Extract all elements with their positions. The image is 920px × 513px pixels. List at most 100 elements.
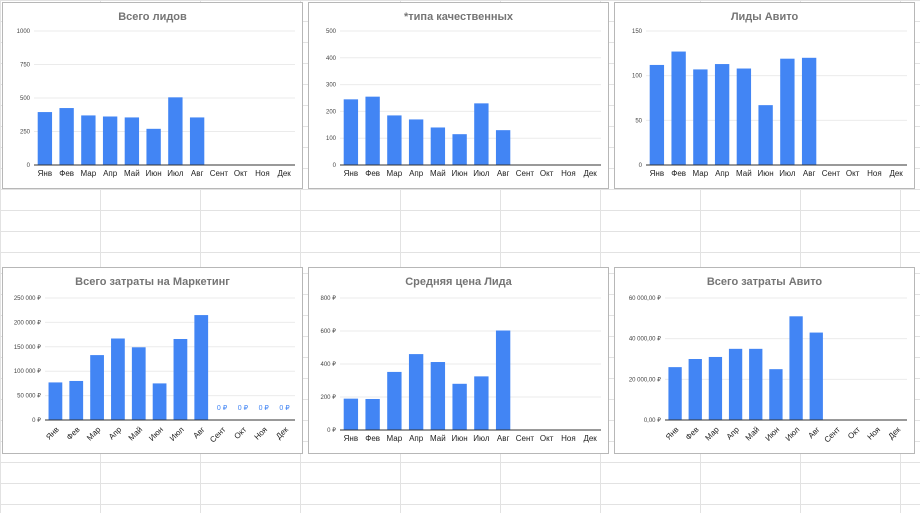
x-tick-label: Янв	[664, 425, 681, 442]
x-tick-label: Дек	[277, 169, 291, 178]
bar[interactable]	[801, 57, 817, 165]
x-tick-label: Окт	[846, 169, 860, 178]
y-tick-label: 250	[20, 130, 31, 136]
bar[interactable]	[90, 355, 104, 420]
bar[interactable]	[495, 330, 511, 430]
bar[interactable]	[59, 108, 74, 165]
y-tick-label: 400	[326, 56, 337, 62]
bar[interactable]	[671, 51, 686, 166]
x-tick-label: Фев	[684, 425, 701, 442]
bar[interactable]	[809, 332, 823, 420]
x-tick-label: Май	[430, 434, 446, 443]
bar[interactable]	[408, 119, 424, 165]
chart-plot: 0 100 200 300 400 500 Янв Фев Мар Апр Май Июн Июл Авг…	[326, 29, 601, 178]
bar[interactable]	[769, 369, 783, 420]
bar[interactable]	[152, 383, 167, 420]
x-tick-label: Май	[744, 425, 761, 442]
x-tick-label: Июл	[167, 169, 184, 178]
bar[interactable]	[131, 347, 146, 420]
y-tick-label: 800 ₽	[321, 296, 337, 302]
bar[interactable]	[365, 398, 380, 430]
bar[interactable]	[343, 99, 359, 165]
bar[interactable]	[668, 367, 682, 420]
bar[interactable]	[168, 97, 183, 165]
bar[interactable]	[693, 69, 708, 165]
bar[interactable]	[146, 128, 161, 165]
bar[interactable]	[430, 362, 446, 430]
x-tick-label: Мар	[387, 169, 403, 178]
bar[interactable]	[48, 382, 63, 420]
x-tick-label: Дек	[889, 169, 903, 178]
chart-plot: 0 ₽ 200 ₽ 400 ₽ 600 ₽ 800 ₽ Янв Фев Мар Апр Май Ию…	[321, 296, 601, 443]
bar[interactable]	[189, 117, 205, 165]
bar[interactable]	[452, 134, 467, 165]
bar[interactable]	[708, 356, 723, 420]
y-tick-label: 50	[635, 118, 642, 124]
x-tick-label: Авг	[191, 169, 204, 178]
bar[interactable]	[452, 383, 467, 430]
x-tick-label: Апр	[725, 425, 742, 442]
x-tick-label: Май	[124, 169, 140, 178]
bar[interactable]	[102, 116, 118, 165]
y-tick-label: 600 ₽	[321, 329, 337, 335]
bar[interactable]	[111, 338, 125, 420]
bar[interactable]	[387, 115, 402, 165]
bar[interactable]	[714, 64, 730, 165]
x-tick-label: Июл	[473, 434, 490, 443]
x-tick-label: Июн	[758, 169, 774, 178]
y-tick-label: 0,00 ₽	[644, 418, 661, 424]
bar[interactable]	[365, 96, 380, 165]
bar[interactable]	[474, 103, 489, 165]
bar[interactable]	[688, 359, 702, 420]
y-tick-label: 50 000 ₽	[17, 394, 41, 400]
x-tick-label: Апр	[409, 169, 424, 178]
y-tick-label: 100	[326, 136, 337, 142]
y-tick-label: 20 000,00 ₽	[629, 377, 661, 383]
bar[interactable]	[343, 398, 359, 430]
bar[interactable]	[81, 115, 96, 165]
bar[interactable]	[37, 112, 53, 165]
data-label: 0 ₽	[217, 405, 228, 412]
x-tick-label: Фев	[365, 434, 380, 443]
chart-title: Всего лидов	[118, 11, 187, 23]
y-tick-label: 0	[333, 163, 337, 169]
bar[interactable]	[758, 105, 773, 165]
chart-average-lead-price[interactable]: Средняя цена Лида 0 ₽ 200 ₽ 400 ₽ 600 ₽ 800 …	[308, 267, 609, 454]
x-tick-label: Дек	[583, 434, 597, 443]
bar[interactable]	[173, 338, 188, 420]
x-tick-label: Сент	[210, 169, 229, 178]
bar[interactable]	[124, 117, 140, 165]
x-tick-label: Сент	[516, 434, 535, 443]
y-tick-label: 150	[632, 29, 643, 35]
y-tick-label: 500	[20, 96, 31, 102]
bar[interactable]	[408, 354, 424, 430]
y-tick-label: 300	[326, 83, 337, 89]
bar[interactable]	[789, 316, 803, 420]
bar[interactable]	[474, 376, 489, 430]
bar[interactable]	[194, 315, 209, 420]
bar[interactable]	[69, 380, 84, 420]
bar[interactable]	[495, 130, 511, 165]
chart-quality-leads[interactable]: *типа качественных 0 100 200 300 400 500 Янв Фе…	[308, 2, 609, 189]
x-tick-label: Янв	[344, 169, 358, 178]
bar[interactable]	[749, 348, 763, 420]
bar[interactable]	[728, 348, 743, 420]
chart-avito-costs[interactable]: Всего затраты Авито 0,00 ₽ 20 000,00 ₽ 40 …	[614, 267, 915, 454]
x-tick-label: Июн	[452, 434, 468, 443]
bar[interactable]	[780, 58, 795, 166]
x-tick-label: Фев	[671, 169, 686, 178]
bar[interactable]	[430, 127, 446, 165]
chart-marketing-costs[interactable]: Всего затраты на Маркетинг 0 ₽ 50 000 ₽ 10…	[2, 267, 303, 454]
chart-avito-leads[interactable]: Лиды Авито 0 50 100 150 Янв Фев Мар Апр Май Июн Ию…	[614, 2, 915, 189]
x-tick-label: Дек	[583, 169, 597, 178]
x-tick-label: Ноя	[867, 169, 882, 178]
bar[interactable]	[736, 68, 752, 165]
x-tick-label: Окт	[232, 425, 248, 441]
x-tick-label: Авг	[806, 425, 821, 440]
x-tick-label: Авг	[497, 434, 510, 443]
bar[interactable]	[649, 64, 665, 165]
chart-total-leads[interactable]: Всего лидов 0 250 500 750 1000 Янв Фев Мар Апр Ма…	[2, 2, 303, 189]
y-tick-label: 0 ₽	[32, 418, 41, 424]
x-tick-label: Мар	[387, 434, 403, 443]
bar[interactable]	[387, 371, 402, 430]
